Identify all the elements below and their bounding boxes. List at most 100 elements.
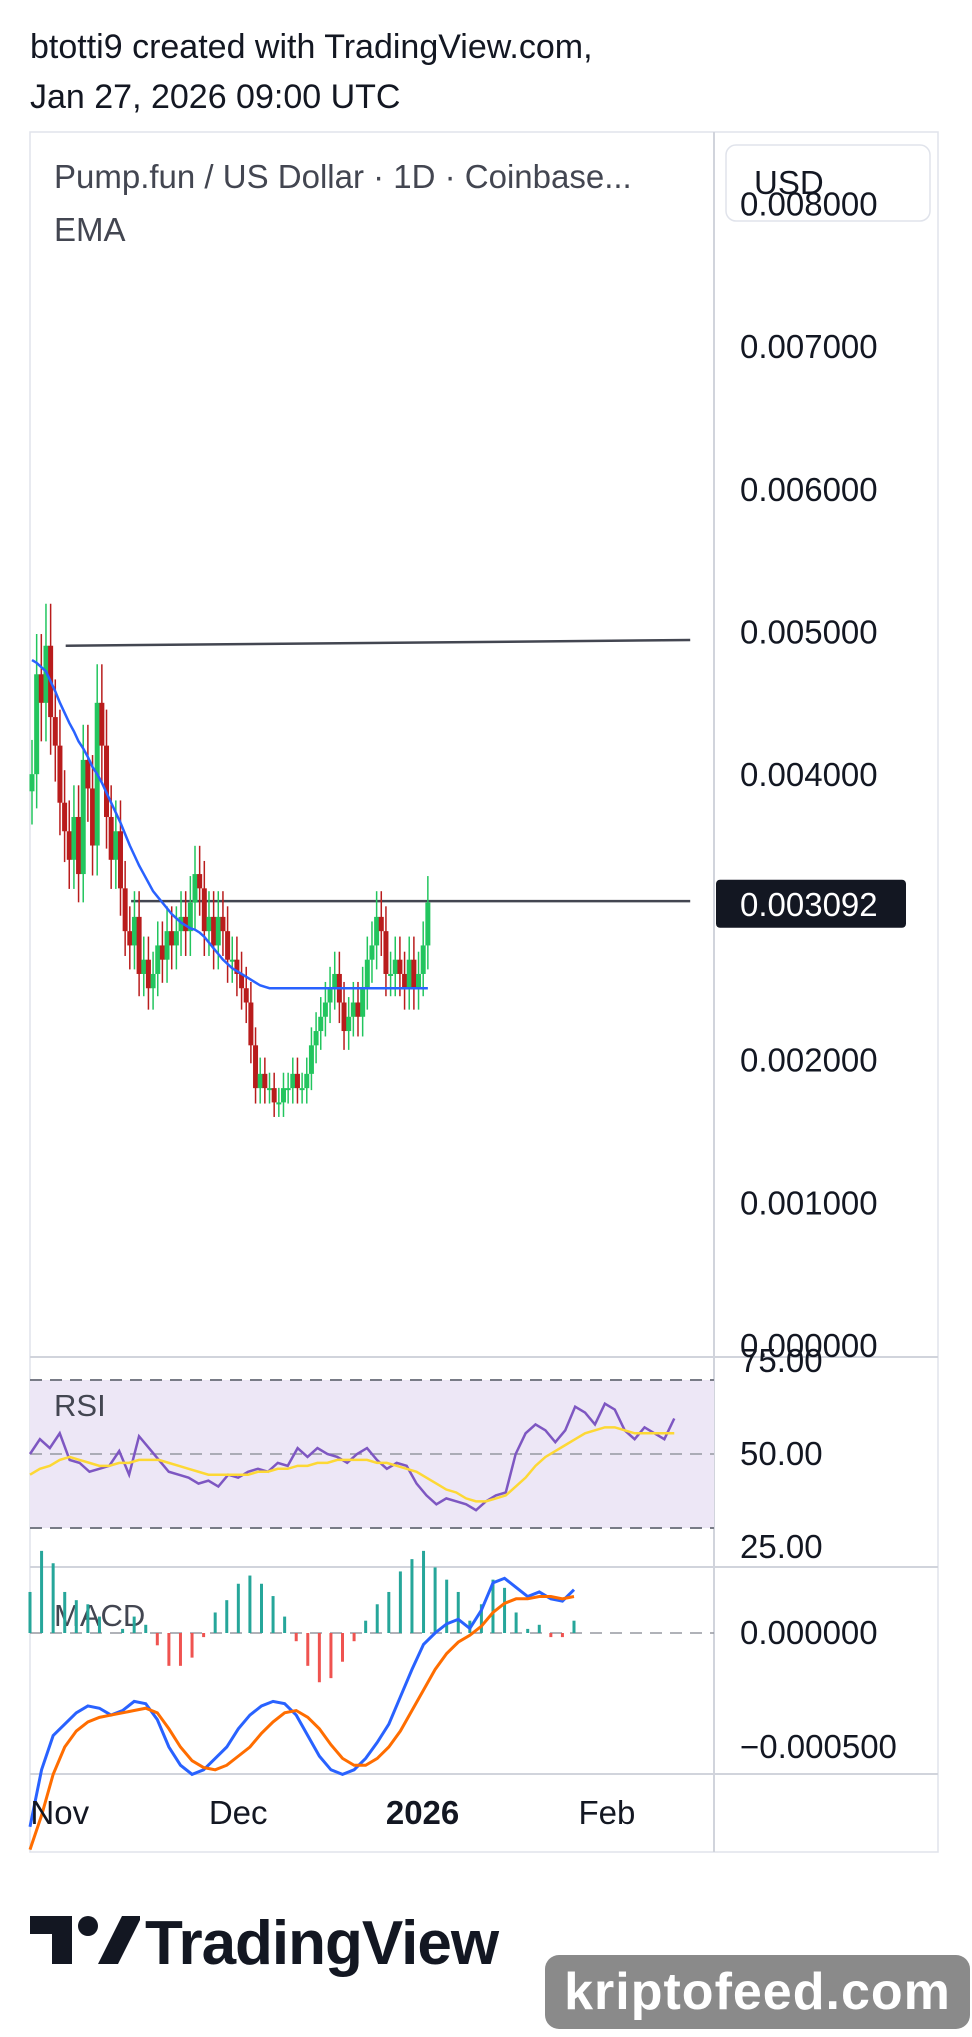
- price-tick-label: 0.004000: [740, 756, 878, 793]
- candle-body: [206, 916, 212, 932]
- candle-body: [257, 1073, 263, 1089]
- rsi-ma-line: [29, 1426, 675, 1503]
- candle-body: [85, 759, 91, 789]
- candle-body: [66, 831, 72, 860]
- time-tick-label[interactable]: Nov: [30, 1794, 89, 1831]
- candle-body: [38, 674, 44, 703]
- candle-body: [197, 874, 203, 889]
- attribution-author: btotti9 created with TradingView.com,: [30, 28, 593, 66]
- time-tick-label[interactable]: Feb: [579, 1794, 636, 1831]
- time-tick-label[interactable]: Dec: [209, 1794, 268, 1831]
- candle-body: [145, 959, 151, 989]
- candle-body: [57, 745, 63, 803]
- candle-body: [262, 1073, 268, 1089]
- candle-body: [220, 916, 226, 932]
- candle-body: [117, 831, 123, 889]
- tradingview-logo-icon: [30, 1916, 140, 1964]
- time-tick-label[interactable]: 2026: [386, 1794, 459, 1831]
- price-tick-label: 0.008000: [740, 185, 878, 222]
- tradingview-wordmark: TradingView: [145, 1909, 499, 1978]
- candle-body: [127, 931, 133, 946]
- candle-body: [299, 1088, 305, 1091]
- candle-body: [150, 973, 156, 989]
- candle-body: [122, 888, 128, 932]
- watermark: kriptofeed.com: [545, 1955, 970, 2029]
- candle-body: [108, 816, 114, 860]
- candle-body: [420, 945, 426, 974]
- candle-body: [378, 916, 384, 932]
- candle-body: [411, 959, 417, 989]
- candle-body: [159, 945, 165, 960]
- candle-body: [71, 816, 77, 860]
- horizontal-line: [65, 638, 691, 647]
- candle-body: [155, 945, 161, 974]
- candle-body: [280, 1088, 286, 1103]
- macd-tick-zero: 0.000000: [740, 1614, 878, 1651]
- candle-body: [234, 959, 240, 974]
- candle-body: [99, 702, 105, 746]
- candle-body: [131, 916, 137, 946]
- candle-body: [290, 1073, 296, 1089]
- candle-body: [192, 874, 198, 903]
- time-axis[interactable]: Nov Dec 2026 Feb: [30, 1794, 635, 1831]
- candle-body: [104, 745, 110, 817]
- candle-body: [355, 1002, 361, 1017]
- currency-label: USD: [754, 164, 824, 201]
- candle-body: [397, 959, 403, 974]
- candle-body: [136, 916, 142, 974]
- candle-body: [327, 988, 333, 1003]
- rsi-tick-50: 50.00: [740, 1435, 823, 1472]
- candle-body: [253, 1045, 259, 1089]
- price-axis[interactable]: 0.008000 0.007000 0.006000 0.005000 0.004000…: [740, 185, 878, 1364]
- candle-body: [141, 959, 147, 974]
- price-tick-label: 0.002000: [740, 1042, 878, 1079]
- price-tick-label: 0.007000: [740, 328, 878, 365]
- ema-legend[interactable]: EMA: [54, 211, 126, 248]
- candle-body: [34, 674, 40, 775]
- candle-body: [318, 1016, 324, 1032]
- candle-body: [402, 973, 408, 989]
- candle-body: [294, 1073, 300, 1089]
- candle-body: [113, 831, 119, 860]
- symbol-legend[interactable]: Pump.fun / US Dollar · 1D · Coinbase...: [54, 158, 632, 195]
- candle-body: [239, 973, 245, 989]
- rsi-tick-25: 25.00: [740, 1528, 823, 1565]
- candle-body: [201, 888, 207, 932]
- rsi-line: [28, 1401, 676, 1512]
- horizontal-lines: [65, 638, 691, 903]
- currency-button[interactable]: USD: [725, 144, 931, 222]
- attribution-date: Jan 27, 2026 09:00 UTC: [30, 78, 401, 116]
- candle-body: [76, 816, 82, 875]
- candle-body: [304, 1073, 310, 1089]
- candle-body: [169, 931, 175, 946]
- candle-body: [173, 931, 179, 946]
- candle-body: [346, 1016, 352, 1032]
- macd-histogram: [28, 1550, 576, 1683]
- candle-body: [360, 988, 366, 1017]
- price-tick-label: 0.006000: [740, 471, 878, 508]
- last-price-label: 0.003092: [740, 886, 878, 923]
- candle-body: [211, 916, 217, 946]
- last-price-tag-bg: [716, 879, 906, 928]
- candle-body: [29, 774, 35, 792]
- candle-body: [164, 931, 170, 960]
- candle-body: [229, 959, 235, 962]
- rsi-label[interactable]: RSI: [54, 1388, 106, 1423]
- candle-body: [187, 902, 193, 932]
- candle-body: [271, 1088, 277, 1103]
- candle-body: [364, 959, 370, 989]
- candle-body: [285, 1088, 291, 1091]
- candles: [29, 603, 431, 1117]
- candle-body: [308, 1045, 314, 1074]
- candle-body: [313, 1031, 319, 1046]
- candle-body: [52, 717, 58, 746]
- price-tick-label: 0.000000: [740, 1327, 878, 1364]
- candle-body: [332, 973, 338, 989]
- rsi-tick-75: 75.00: [740, 1342, 823, 1379]
- candle-body: [383, 931, 389, 974]
- candle-body: [322, 1002, 328, 1017]
- candle-body: [243, 988, 249, 1003]
- last-price-tag: 0.003092: [716, 879, 906, 928]
- ema-line: [31, 658, 428, 990]
